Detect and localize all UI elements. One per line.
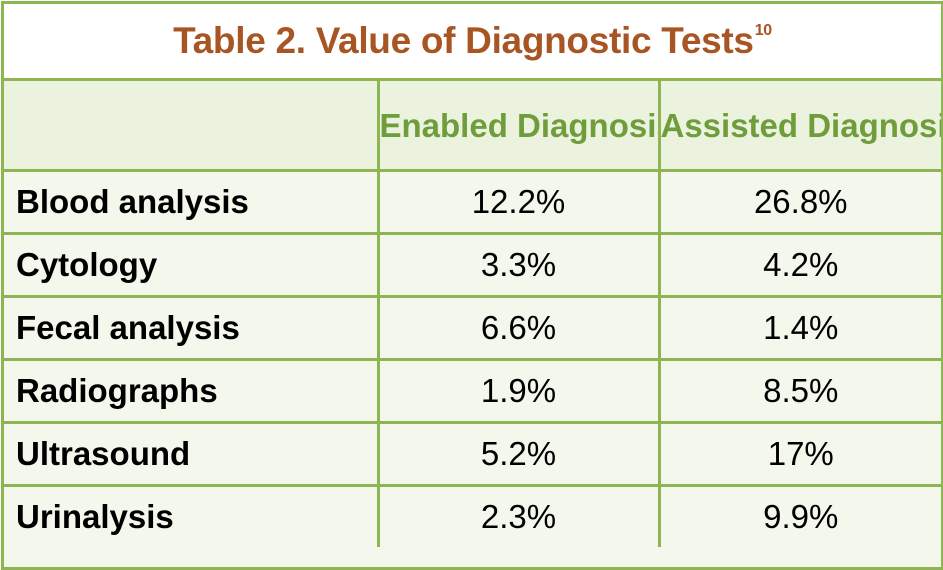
row-label-cell: Fecal analysis [4, 295, 380, 361]
assisted-diagnosis-cell: 1.4% [657, 295, 941, 361]
enabled-diagnosis-cell: 3.3% [376, 232, 661, 298]
table-title-text: Table 2. Value of Diagnostic Tests [173, 20, 754, 61]
row-label-cell: Radiographs [4, 358, 380, 424]
enabled-diagnosis-cell: 1.9% [376, 358, 661, 424]
table-row: Cytology 3.3% 4.2% [4, 232, 941, 298]
row-label-cell: Blood analysis [4, 169, 380, 235]
column-header-test [4, 81, 380, 172]
assisted-diagnosis-cell: 17% [657, 421, 941, 487]
table-title-row: Table 2. Value of Diagnostic Tests10 [4, 4, 941, 81]
column-header-enabled-diagnosis: Enabled Diagnosis [376, 81, 661, 172]
table-row: Urinalysis 2.3% 9.9% [4, 484, 941, 547]
column-header-assisted-diagnosis: Assisted Diagnosis [657, 81, 941, 172]
enabled-diagnosis-cell: 12.2% [376, 169, 661, 235]
diagnostic-tests-table: Enabled Diagnosis Assisted Diagnosis Blo… [4, 81, 941, 547]
table-row: Blood analysis 12.2% 26.8% [4, 169, 941, 235]
assisted-diagnosis-cell: 26.8% [657, 169, 941, 235]
assisted-diagnosis-cell: 4.2% [657, 232, 941, 298]
table-row: Radiographs 1.9% 8.5% [4, 358, 941, 424]
title-reference-superscript: 10 [754, 22, 773, 39]
table-title: Table 2. Value of Diagnostic Tests10 [173, 20, 772, 62]
row-label-cell: Ultrasound [4, 421, 380, 487]
enabled-diagnosis-cell: 5.2% [376, 421, 661, 487]
row-label-cell: Urinalysis [4, 484, 380, 547]
row-label-cell: Cytology [4, 232, 380, 298]
enabled-diagnosis-cell: 2.3% [376, 484, 661, 547]
table-header-row: Enabled Diagnosis Assisted Diagnosis [4, 81, 941, 172]
assisted-diagnosis-cell: 8.5% [657, 358, 941, 424]
assisted-diagnosis-cell: 9.9% [657, 484, 941, 547]
enabled-diagnosis-cell: 6.6% [376, 295, 661, 361]
table-row: Ultrasound 5.2% 17% [4, 421, 941, 487]
table-row: Fecal analysis 6.6% 1.4% [4, 295, 941, 361]
